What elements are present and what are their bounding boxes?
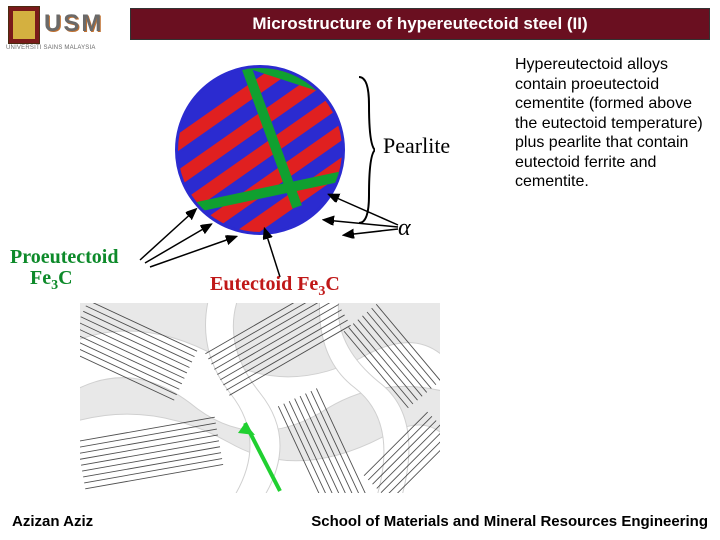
author-name: Azizan Aziz (12, 513, 93, 530)
eutectoid-post: C (325, 273, 339, 295)
logo-text: USM (44, 10, 103, 38)
body-text: Hypereutectoid alloys contain proeutecto… (515, 55, 710, 192)
slide-title: Microstructure of hypereutectoid steel (… (130, 8, 710, 40)
proeutectoid-label: Proeutectoid Fe3C (10, 247, 119, 294)
proeutectoid-line1: Proeutectoid (10, 246, 119, 268)
logo-subtitle: UNIVERSITI SAINS MALAYSIA (6, 45, 96, 51)
alpha-label: α (398, 215, 411, 242)
micrograph-image (80, 303, 440, 493)
crest-icon (8, 6, 40, 44)
proeutectoid-fe: Fe (30, 267, 51, 289)
eutectoid-label: Eutectoid Fe3C (210, 273, 340, 300)
diagram-area: Pearlite α Proeutectoid Fe3C Eutectoid F… (10, 55, 500, 495)
proeutectoid-c: C (58, 267, 72, 289)
school-name: School of Materials and Mineral Resource… (311, 513, 708, 530)
eutectoid-pre: Eutectoid Fe (210, 273, 318, 295)
usm-logo: USM UNIVERSITI SAINS MALAYSIA (6, 4, 121, 50)
